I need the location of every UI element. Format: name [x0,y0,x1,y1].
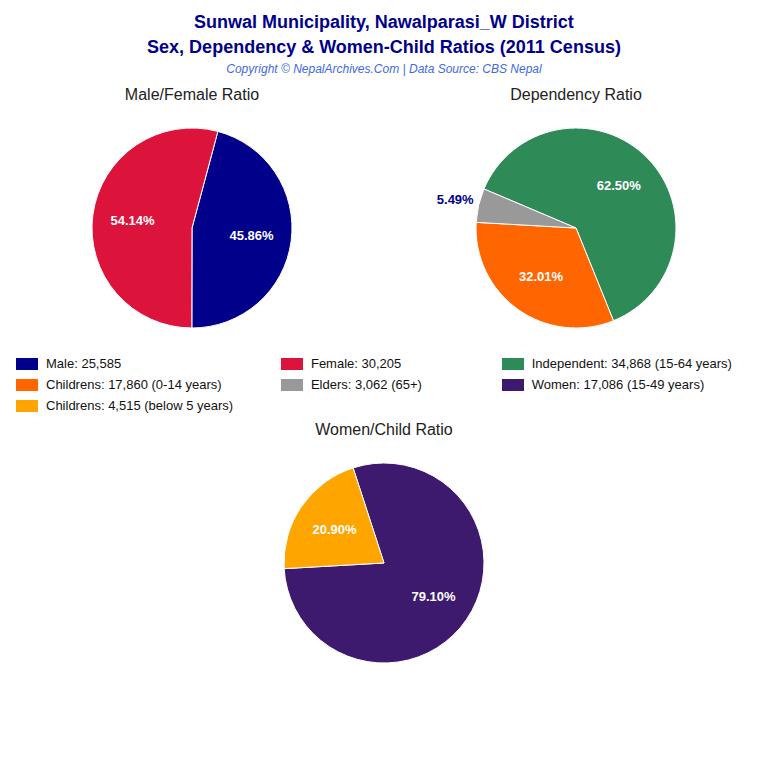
svg-text:54.14%: 54.14% [110,213,155,228]
html-text:Sunwal Municipality, Nawalpara: Sunwal Municipality, Nawalparasi_W Distr… [194,12,574,32]
svg-text:45.86%: 45.86% [229,228,274,243]
html-text:Women/Child Ratio: Women/Child Ratio [315,421,453,438]
svg-text:62.50%: 62.50% [597,178,642,193]
html-text:Elders: 3,062 (65+): Elders: 3,062 (65+) [311,377,422,392]
svg-text:32.01%: 32.01% [519,269,564,284]
html-text:Childrens: 4,515 (below 5 year: Childrens: 4,515 (below 5 years) [46,398,234,413]
html-text:Childrens: 17,860 (0-14 years): Childrens: 17,860 (0-14 years) [46,377,222,392]
html-text:Copyright © NepalArchives.Com: Copyright © NepalArchives.Com | Data Sou… [226,62,542,76]
html-text:Male/Female Ratio: Male/Female Ratio [124,86,260,103]
html-text:Dependency Ratio: Dependency Ratio [510,86,642,103]
svg-text:79.10%: 79.10% [411,589,456,604]
html-text:Female: 30,205: Female: 30,205 [311,356,402,371]
svg-text:5.49%: 5.49% [437,192,474,207]
html-text:Women: 17,086 (15-49 years): Women: 17,086 (15-49 years) [531,377,705,392]
html-text:Independent: 34,868 (15-64 yea: Independent: 34,868 (15-64 years) [531,356,732,371]
html-text:Sex, Dependency & Women-Child: Sex, Dependency & Women-Child Ratios (20… [147,37,621,57]
html-text:Male: 25,585: Male: 25,585 [46,356,122,371]
svg-text:20.90%: 20.90% [312,522,357,537]
